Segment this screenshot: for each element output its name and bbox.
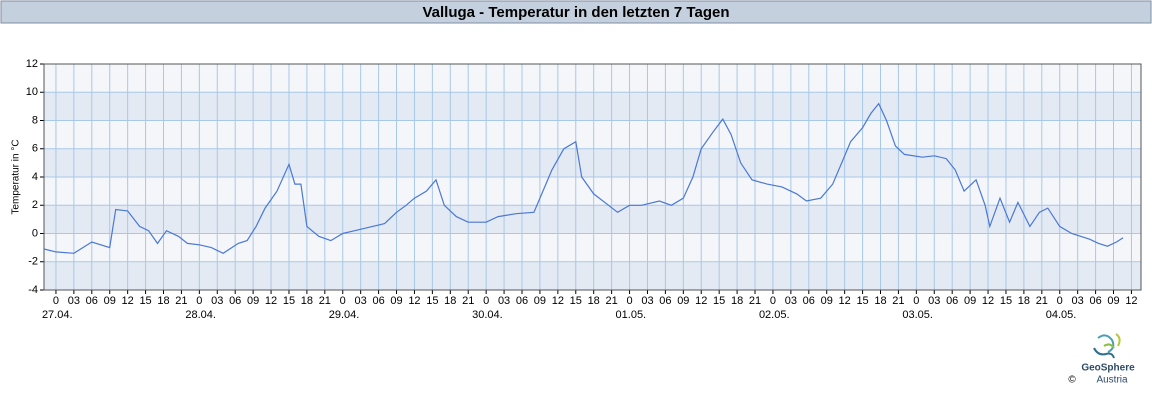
x-tick-label: 15 [139,295,151,307]
grid-band [44,92,1141,121]
x-tick-label: 12 [265,295,277,307]
x-tick-label: 0 [1057,295,1063,307]
date-label: 29.04. [329,309,360,321]
chart-title: Valluga - Temperatur in den letzten 7 Ta… [422,4,729,21]
x-tick-label: 06 [229,295,241,307]
plot-area: 0 03 06 09 12 15 18 21 0 03 06 09 12 15 18 21 0 03 06 09 12 1… [26,58,1142,321]
x-tick-label: 06 [803,295,815,307]
x-tick-label: 09 [1107,295,1119,307]
x-tick-label: 09 [821,295,833,307]
x-tick-label: 09 [534,295,546,307]
x-tick-label: 21 [605,295,617,307]
x-tick-label: 18 [588,295,600,307]
x-tick-label: 21 [319,295,331,307]
temperature-line [43,102,1124,254]
x-tick-label: 0 [483,295,489,307]
date-label: 28.04. [185,309,216,321]
x-tick-label: 03 [355,295,367,307]
x-tick-label: 18 [731,295,743,307]
x-tick-label: 06 [372,295,384,307]
x-tick-label: 21 [175,295,187,307]
x-tick-label: 12 [1125,295,1137,307]
x-tick-label: 03 [928,295,940,307]
plot-border [43,63,1142,291]
y-tick-label: 12 [26,58,38,70]
x-tick-label: 06 [1089,295,1101,307]
x-tick-label: 06 [946,295,958,307]
x-tick-label: 12 [982,295,994,307]
x-tick-label: 09 [390,295,402,307]
x-tick-label: 21 [1036,295,1048,307]
x-tick-label: 0 [196,295,202,307]
x-tick-label: 0 [913,295,919,307]
x-tick-label: 18 [301,295,313,307]
grid-band [44,205,1141,234]
x-tick-label: 15 [1000,295,1012,307]
x-tick-label: 15 [570,295,582,307]
y-tick-label: 8 [32,114,38,126]
x-tick-label: 0 [340,295,346,307]
x-tick-label: 12 [408,295,420,307]
date-label: 30.04. [472,309,503,321]
x-tick-label: 15 [283,295,295,307]
grid-band [44,148,1141,177]
x-tick-label: 03 [211,295,223,307]
y-tick-label: -4 [28,284,38,296]
date-label: 03.05. [902,309,933,321]
y-tick-label: 10 [26,86,38,98]
logo-sub: Austria [1096,375,1128,386]
y-tick-label: 6 [32,143,38,155]
x-tick-label: 15 [713,295,725,307]
x-tick-label: 15 [856,295,868,307]
y-tick-label: 2 [32,199,38,211]
title-bar [0,0,1152,24]
y-axis-label: Temperatur in °C [11,139,22,214]
x-tick-label: 18 [874,295,886,307]
x-tick-label: 03 [498,295,510,307]
x-tick-label: 18 [1018,295,1030,307]
date-label: 02.05. [759,309,790,321]
x-tick-label: 03 [641,295,653,307]
x-tick-label: 15 [426,295,438,307]
x-tick-label: 12 [695,295,707,307]
x-tick-label: 03 [785,295,797,307]
x-tick-label: 09 [964,295,976,307]
logo-copyright: © [1068,375,1076,386]
x-tick-label: 0 [626,295,632,307]
y-tick-label: 4 [32,171,38,183]
logo-name: GeoSphere [1081,363,1135,374]
date-label: 01.05. [616,309,647,321]
x-tick-label: 21 [749,295,761,307]
x-tick-label: 03 [68,295,80,307]
x-tick-label: 09 [677,295,689,307]
x-tick-label: 12 [839,295,851,307]
x-tick-label: 09 [247,295,259,307]
x-tick-label: 09 [104,295,116,307]
x-tick-label: 0 [770,295,776,307]
x-tick-label: 06 [516,295,528,307]
x-tick-label: 12 [552,295,564,307]
x-tick-label: 03 [1072,295,1084,307]
x-tick-label: 21 [462,295,474,307]
x-tick-label: 18 [444,295,456,307]
x-tick-label: 06 [659,295,671,307]
logo [1093,333,1121,359]
x-tick-label: 06 [86,295,98,307]
x-tick-label: 12 [122,295,134,307]
grid-band [44,261,1141,290]
y-tick-label: -2 [28,256,38,268]
y-tick-label: 0 [32,227,38,239]
x-tick-label: 21 [892,295,904,307]
x-tick-label: 0 [53,295,59,307]
date-label: 04.05. [1046,309,1077,321]
x-tick-label: 18 [157,295,169,307]
date-label: 27.04. [42,309,73,321]
